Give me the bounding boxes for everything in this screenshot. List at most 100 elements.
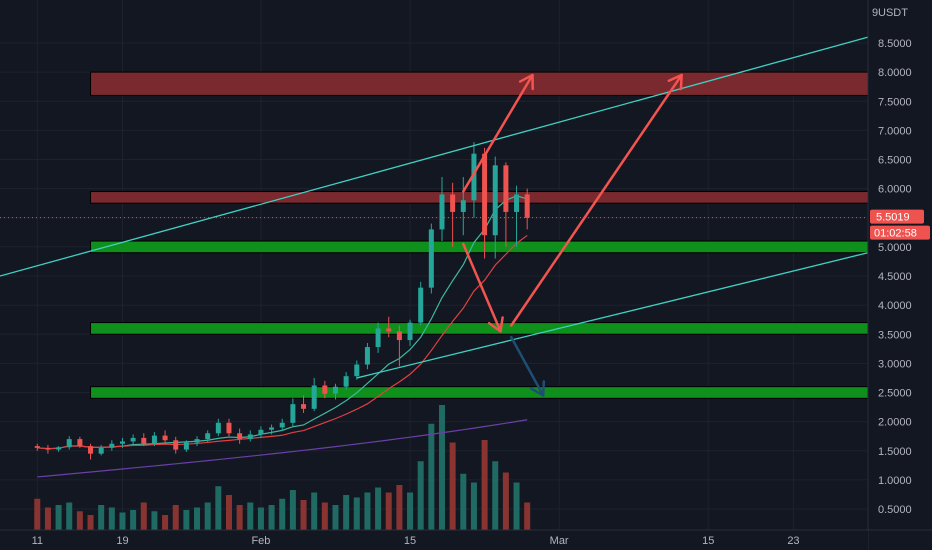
price-tick-label: 5.0000	[878, 242, 912, 254]
volume-bar	[428, 423, 435, 530]
candle-body	[56, 447, 62, 450]
volume-bar	[119, 512, 126, 530]
candle-body	[205, 433, 211, 440]
volume-bar	[364, 492, 371, 530]
candle-body	[290, 404, 296, 423]
time-tick-label: 19	[116, 535, 128, 547]
projection-arrows	[462, 73, 683, 397]
volume-bar	[140, 502, 147, 530]
candle-body	[482, 153, 488, 236]
time-axis-ticks: 11 19 Feb 15 Mar 15 23	[32, 535, 800, 547]
price-tick-label: 3.5000	[878, 329, 912, 341]
price-tick-label: 1.0000	[878, 475, 912, 487]
projection-arrow-shaft	[462, 242, 502, 333]
volume-bar	[151, 511, 158, 530]
price-tick-label: 2.5000	[878, 388, 912, 400]
candle-body	[418, 287, 424, 323]
candle-body	[503, 165, 509, 212]
candle-body	[258, 429, 264, 435]
price-tick-label: 6.5000	[878, 155, 912, 167]
volume-bar	[311, 492, 318, 530]
time-axis-panel[interactable]	[0, 530, 868, 550]
support-zone	[90, 240, 869, 254]
candle-body	[514, 194, 520, 212]
volume-bar	[215, 486, 222, 530]
channel-trendline	[356, 252, 869, 379]
channel-trendline	[0, 36, 869, 277]
volume-bar	[172, 505, 179, 530]
candle-body	[98, 447, 104, 454]
candle-body	[471, 153, 477, 201]
price-axis-panel[interactable]	[868, 0, 932, 530]
resistance-zone	[90, 191, 869, 204]
support-zone	[90, 322, 869, 335]
volume-bar	[524, 502, 531, 530]
volume-bar	[343, 495, 350, 530]
candle-body	[396, 331, 402, 341]
candle-body	[311, 385, 317, 409]
price-tick-label: 7.0000	[878, 125, 912, 137]
volume-bar	[55, 505, 62, 530]
candle-body	[237, 433, 243, 440]
candle-body	[34, 446, 40, 448]
candle-body	[183, 442, 189, 450]
volume-bar	[225, 495, 232, 530]
resistance-zone	[90, 71, 869, 96]
volume-bar	[76, 511, 83, 530]
volume-bar	[460, 473, 467, 530]
volume-bar	[321, 502, 328, 530]
time-tick-label: 23	[787, 535, 799, 547]
price-tick-label: 1.5000	[878, 446, 912, 458]
candle-body	[194, 439, 200, 443]
volume-bar	[300, 500, 307, 530]
projection-arrow-head	[518, 73, 534, 91]
candle-body	[66, 439, 72, 448]
candle-body	[119, 441, 125, 444]
time-tick-label: 11	[32, 535, 43, 547]
time-tick-label: 15	[404, 535, 416, 547]
candle-body	[162, 435, 168, 441]
projection-arrow-head	[529, 380, 546, 397]
volume-bar	[66, 502, 73, 530]
moving-average-purple	[37, 419, 528, 478]
volume-bar	[247, 502, 254, 530]
volume-bar	[257, 507, 264, 530]
candle-body	[130, 437, 136, 442]
candle-body	[151, 435, 157, 444]
projection-arrow-head	[487, 316, 504, 333]
volume-bar	[449, 442, 456, 530]
volume-bar	[204, 502, 211, 530]
candles	[34, 142, 530, 460]
volume-bar	[162, 515, 169, 530]
candle-body	[279, 422, 285, 428]
time-tick-label: Feb	[251, 535, 270, 547]
price-tick-label: 6.0000	[878, 184, 912, 196]
time-tick-label: 15	[702, 535, 714, 547]
volume-bar	[396, 485, 403, 530]
candle-body	[45, 447, 51, 450]
candle-body	[343, 376, 349, 387]
volume-bar	[108, 507, 115, 530]
candle-body	[109, 443, 115, 448]
candle-body	[460, 200, 466, 212]
volume-bar	[44, 507, 51, 530]
currency-label: USDT	[878, 7, 908, 19]
last-price-text: 5.5019	[876, 212, 910, 224]
volume-bar	[385, 492, 392, 530]
projection-arrow-shaft	[462, 73, 534, 193]
projection-arrow-shaft	[509, 335, 545, 397]
volume-bar	[502, 472, 509, 530]
candle-body	[428, 229, 434, 288]
volume-bar	[236, 505, 243, 530]
candle-body	[322, 385, 328, 394]
candle-body	[141, 437, 147, 444]
candle-body	[439, 194, 445, 230]
countdown-text: 01:02:58	[874, 228, 917, 240]
price-tick-label: 8.0000	[878, 67, 912, 79]
candle-body	[88, 446, 94, 454]
price-tick-label: 0.5000	[878, 504, 912, 516]
price-tick-label: 8.5000	[878, 38, 912, 50]
candle-body	[354, 364, 360, 377]
candle-body	[364, 347, 370, 365]
